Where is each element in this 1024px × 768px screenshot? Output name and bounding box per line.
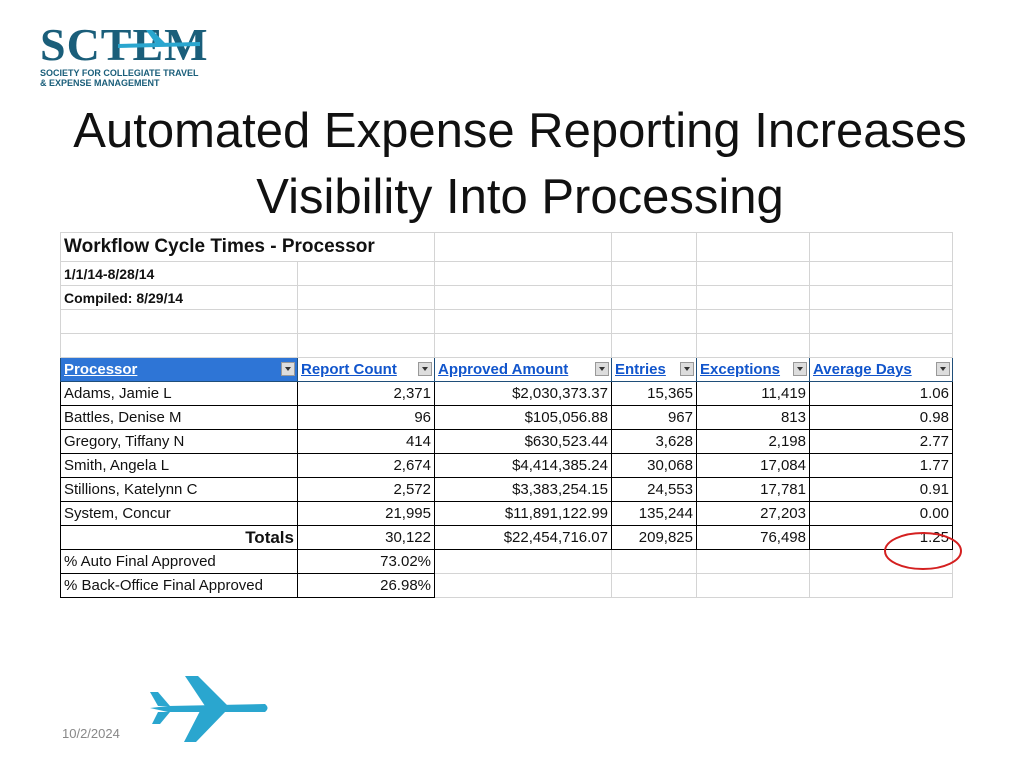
header-text: Report Count — [301, 361, 397, 378]
column-header: Report Count — [297, 357, 435, 382]
column-header: Approved Amount — [434, 357, 612, 382]
table-row: Gregory, Tiffany N 414 $630,523.44 3,628 2,1… — [60, 429, 953, 454]
table-cell: 1.77 — [809, 453, 953, 478]
table-cell: 1.25 — [809, 525, 953, 550]
header-text: Entries — [615, 361, 666, 378]
column-header: Exceptions — [696, 357, 810, 382]
table-cell: 414 — [297, 429, 435, 454]
table-cell: $2,030,373.37 — [434, 381, 612, 406]
logo-plane — [118, 30, 200, 48]
slide-date: 10/2/2024 — [62, 726, 120, 741]
table-cell: 3,628 — [611, 429, 697, 454]
percent-row: % Auto Final Approved 73.02% — [60, 549, 953, 574]
logo-line: & EXPENSE MANAGEMENT — [40, 78, 160, 88]
empty-cell — [611, 549, 697, 574]
header-text: Processor — [64, 361, 138, 378]
table-cell: 76,498 — [696, 525, 810, 550]
table-title: Workflow Cycle Times - Processor — [60, 232, 435, 262]
percent-row: % Back-Office Final Approved 26.98% — [60, 573, 953, 598]
column-header: Entries — [611, 357, 697, 382]
empty-cell — [696, 549, 810, 574]
data-table: Workflow Cycle Times - Processor 1/1/14-… — [60, 232, 953, 598]
table-cell: System, Concur — [60, 501, 298, 526]
table-cell: 0.98 — [809, 405, 953, 430]
table-cell: % Back-Office Final Approved — [60, 573, 298, 598]
table-cell: 11,419 — [696, 381, 810, 406]
highlight-ring — [884, 532, 962, 570]
empty-cell — [809, 573, 953, 598]
filter-button[interactable] — [281, 362, 295, 376]
table-row: System, Concur 21,995 $11,891,122.99 135,24… — [60, 501, 953, 526]
table-cell: Stillions, Katelynn C — [60, 477, 298, 502]
empty-cell — [434, 573, 612, 598]
logo-line: SOCIETY FOR COLLEGIATE TRAVEL — [40, 68, 199, 78]
column-header: Average Days — [809, 357, 953, 382]
empty-cell — [611, 573, 697, 598]
table-subtitle: 1/1/14-8/28/14 — [60, 261, 298, 286]
filter-button[interactable] — [595, 362, 609, 376]
plane-icon — [150, 676, 268, 742]
table-cell: $4,414,385.24 — [434, 453, 612, 478]
table-subtitle: Compiled: 8/29/14 — [60, 285, 298, 310]
table-cell: 17,084 — [696, 453, 810, 478]
header-text: Average Days — [813, 361, 912, 378]
table-cell: 209,825 — [611, 525, 697, 550]
empty-cell — [809, 549, 953, 574]
filter-button[interactable] — [793, 362, 807, 376]
table-cell: 30,122 — [297, 525, 435, 550]
header-text: Approved Amount — [438, 361, 569, 378]
filter-button[interactable] — [936, 362, 950, 376]
table-cell: 30,068 — [611, 453, 697, 478]
table-cell: 135,244 — [611, 501, 697, 526]
empty-cell — [696, 573, 810, 598]
table-cell: 15,365 — [611, 381, 697, 406]
table-cell: 73.02% — [297, 549, 435, 574]
table-row: Adams, Jamie L 2,371 $2,030,373.37 15,365 11… — [60, 381, 953, 406]
table-cell: 26.98% — [297, 573, 435, 598]
table-cell: 0.91 — [809, 477, 953, 502]
table-cell: 1.06 — [809, 381, 953, 406]
table-cell: 2.77 — [809, 429, 953, 454]
header-text: Exceptions — [700, 361, 781, 378]
filter-button[interactable] — [680, 362, 694, 376]
table-row: Totals 30,122 $22,454,716.07 209,825 76,498 1… — [60, 525, 953, 550]
table-cell: 21,995 — [297, 501, 435, 526]
table-cell: $22,454,716.07 — [434, 525, 612, 550]
table-cell: Battles, Denise M — [60, 405, 298, 430]
table-cell: 2,674 — [297, 453, 435, 478]
table-row: Smith, Angela L 2,674 $4,414,385.24 30,068 1… — [60, 453, 953, 478]
table-row: Stillions, Katelynn C 2,572 $3,383,254.15 2… — [60, 477, 953, 502]
table-cell: Totals — [60, 525, 298, 550]
table-cell: 24,553 — [611, 477, 697, 502]
table-cell: Smith, Angela L — [60, 453, 298, 478]
table-cell: Adams, Jamie L — [60, 381, 298, 406]
filter-button[interactable] — [418, 362, 432, 376]
column-header: Processor — [60, 357, 298, 382]
slide-title: Automated Expense Reporting Increases Vi… — [73, 104, 967, 224]
